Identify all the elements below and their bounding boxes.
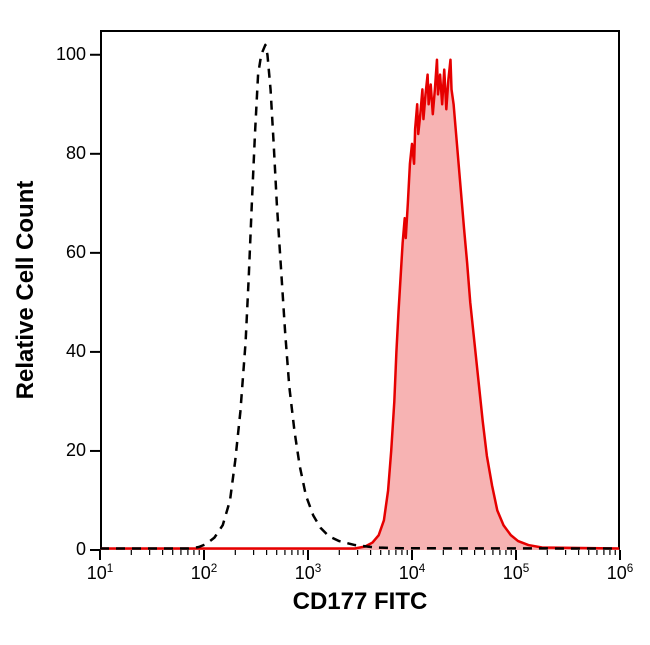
y-tick-label: 20 — [66, 440, 86, 461]
x-tick-label: 104 — [392, 562, 432, 584]
control-line — [100, 45, 620, 549]
y-tick-label: 80 — [66, 143, 86, 164]
sample-fill — [100, 60, 620, 550]
x-tick-label: 101 — [80, 562, 120, 584]
x-axis-label: CD177 FITC — [100, 588, 620, 616]
y-axis-label: Relative Cell Count — [12, 170, 40, 410]
flow-cytometry-histogram: Relative Cell Count CD177 FITC 0 20 40 60 80… — [0, 0, 650, 645]
x-tick-label: 106 — [600, 562, 640, 584]
y-tick-label: 40 — [66, 341, 86, 362]
x-tick-label: 102 — [184, 562, 224, 584]
y-tick-label: 0 — [76, 539, 86, 560]
y-tick-label: 60 — [66, 242, 86, 263]
x-tick-label: 105 — [496, 562, 536, 584]
sample-line — [100, 60, 620, 549]
x-tick-label: 103 — [288, 562, 328, 584]
chart-svg — [0, 0, 650, 645]
y-tick-label: 100 — [56, 44, 86, 65]
